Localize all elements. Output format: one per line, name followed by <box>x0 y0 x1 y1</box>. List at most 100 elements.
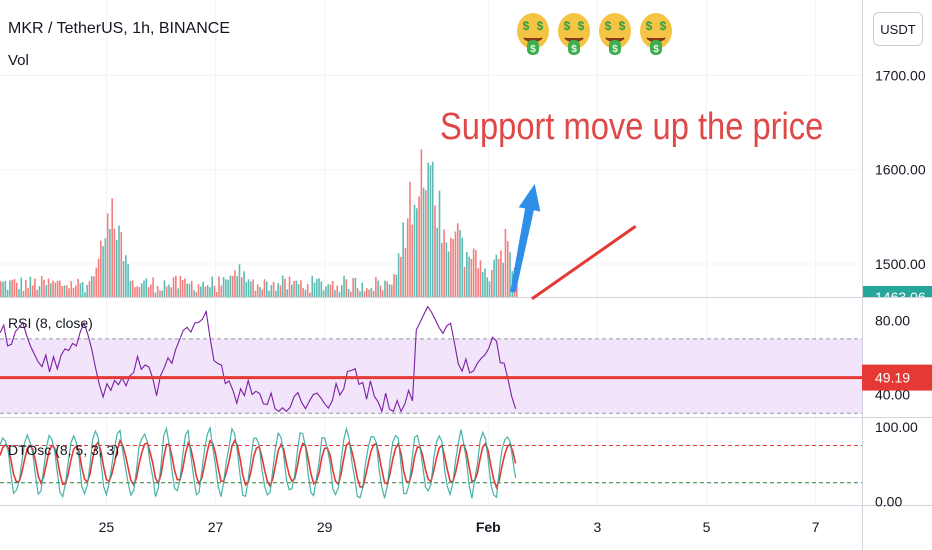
volume-label[interactable]: Vol <box>8 52 29 69</box>
volume-bar <box>422 187 425 297</box>
volume-bar <box>345 279 348 297</box>
volume-bar <box>393 274 395 297</box>
volume-bar <box>488 281 491 297</box>
volume-bar <box>36 289 38 297</box>
volume-bar <box>206 285 209 297</box>
volume-bar <box>29 276 32 297</box>
money-mouth-face-icon: $ $$ <box>640 13 672 55</box>
emoji-row: $ $ $ $ $ $ $ $ $ $ $ $ <box>515 11 674 59</box>
volume-bar <box>420 149 423 297</box>
volume-bar <box>209 287 211 297</box>
volume-bar <box>165 286 168 297</box>
volume-bar <box>100 240 102 297</box>
volume-bar <box>52 280 54 297</box>
oscillator-tick-label: 0.00 <box>875 493 902 509</box>
volume-bar <box>452 239 454 297</box>
volume-bar <box>204 286 207 297</box>
volume-bar <box>4 280 7 297</box>
volume-bar <box>81 282 84 297</box>
volume-bar <box>2 281 4 297</box>
volume-bar <box>445 242 448 297</box>
volume-bar <box>450 237 452 297</box>
svg-text:$: $ <box>530 44 536 55</box>
volume-bar <box>309 292 311 297</box>
oscillator-fast-line[interactable] <box>0 425 517 499</box>
volume-bar <box>277 283 279 297</box>
volume-bar <box>77 278 79 297</box>
volume-bar <box>97 258 100 297</box>
last-price-badge <box>863 286 932 297</box>
price-pane[interactable] <box>0 149 518 297</box>
volume-bar <box>90 276 93 297</box>
volume-bar <box>275 290 277 297</box>
volume-bar <box>84 292 86 297</box>
rsi-value-badge <box>862 364 932 391</box>
volume-bar <box>197 284 200 297</box>
volume-bar <box>0 281 2 297</box>
volume-bar <box>102 246 104 297</box>
volume-bar <box>88 281 91 297</box>
volume-bar <box>95 267 98 297</box>
rsi-title[interactable]: RSI (8, close) <box>8 315 93 331</box>
svg-text:$: $ <box>605 19 612 33</box>
volume-bar <box>431 161 434 297</box>
volume-bar <box>456 223 459 297</box>
volume-bar <box>411 224 414 297</box>
volume-bar <box>359 291 361 297</box>
volume-bar <box>377 280 379 297</box>
volume-bar <box>395 274 398 297</box>
volume-bar <box>434 205 436 297</box>
volume-bar <box>65 285 68 297</box>
volume-bar <box>306 284 309 297</box>
volume-bar <box>170 287 173 297</box>
rsi-line[interactable] <box>0 305 517 414</box>
annotation-text[interactable]: Support move up the price <box>440 106 824 148</box>
oscillator-slow-line[interactable] <box>0 438 517 490</box>
volume-bar <box>279 285 282 297</box>
rsi-tick-label: 80.00 <box>875 312 910 328</box>
volume-bar <box>229 275 232 297</box>
time-tick-label: 3 <box>594 519 602 535</box>
volume-bar <box>336 285 339 297</box>
volume-bar <box>225 279 227 297</box>
volume-bar <box>79 283 82 297</box>
volume-bar <box>202 281 204 297</box>
volume-bar <box>415 208 418 297</box>
volume-bar <box>63 285 66 297</box>
volume-bar <box>441 242 443 297</box>
support-trend-line[interactable] <box>531 225 637 301</box>
volume-bar <box>231 275 234 297</box>
rsi-band <box>0 338 862 414</box>
volume-bar <box>154 292 157 297</box>
volume-bar <box>363 291 366 297</box>
volume-bar <box>147 287 150 297</box>
volume-bar <box>438 190 441 297</box>
up-arrow-icon[interactable] <box>510 183 541 293</box>
volume-bar <box>136 286 138 297</box>
drawings[interactable] <box>510 183 637 301</box>
symbol-title[interactable]: MKR / TetherUS, 1h, BINANCE <box>8 20 230 37</box>
volume-bar <box>252 279 254 297</box>
volume-bar <box>47 278 50 297</box>
volume-bar <box>161 290 163 297</box>
volume-bar <box>115 239 118 297</box>
currency-button[interactable]: USDT <box>873 12 923 46</box>
volume-bar <box>86 284 88 297</box>
volume-bar <box>106 213 109 297</box>
volume-bar <box>118 225 120 297</box>
axes: 1700.00 1600.00 1500.00 80.00 40.00 100.00 0.0… <box>99 67 932 535</box>
volume-bar <box>272 281 275 297</box>
volume-bar <box>504 228 507 297</box>
volume-bar <box>436 227 439 297</box>
rsi-pane[interactable] <box>0 305 862 414</box>
volume-bar <box>466 251 468 297</box>
oscillator-title[interactable]: DTOsc (8, 5, 3, 3) <box>8 442 119 458</box>
volume-bar <box>145 278 148 297</box>
volume-bar <box>129 280 132 297</box>
price-tick-label: 1600.00 <box>875 162 926 178</box>
volume-bar <box>340 285 343 297</box>
volume-bar <box>370 287 373 297</box>
volume-bar <box>484 268 486 297</box>
oscillator-pane[interactable] <box>0 425 862 499</box>
